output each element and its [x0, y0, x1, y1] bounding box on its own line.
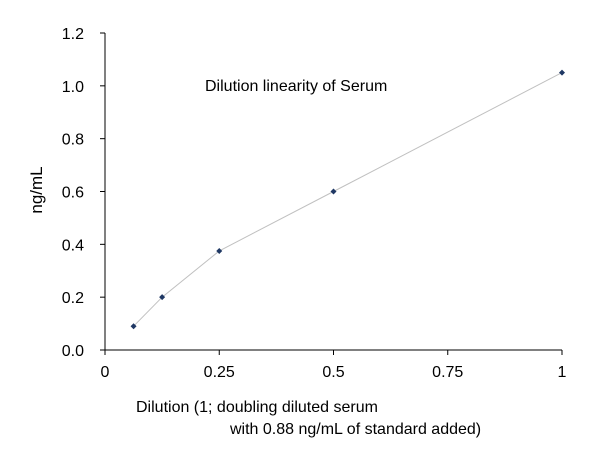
y-axis-label: ng/mL: [27, 166, 46, 213]
x-axis-label-line-2: with 0.88 ng/mL of standard added): [229, 421, 481, 438]
y-tick-label: 0.6: [62, 185, 84, 202]
x-tick-label: 0: [101, 364, 110, 381]
y-axis-ticks: 0.0 0.2 0.4 0.6 0.8 1.0 1.2: [62, 26, 105, 360]
y-tick-label: 0.4: [62, 237, 84, 254]
data-point-marker: [159, 294, 166, 301]
x-axis-ticks: 0 0.25 0.5 0.75 1: [101, 350, 567, 381]
x-tick-label: 0.75: [432, 364, 463, 381]
y-tick-label: 0.2: [62, 290, 84, 307]
chart-title: Dilution linearity of Serum: [205, 78, 387, 95]
data-point-marker: [330, 188, 337, 195]
series-line: [133, 72, 563, 327]
y-tick-label: 1.0: [62, 79, 84, 96]
data-point-marker: [130, 323, 137, 330]
data-point-marker: [216, 247, 223, 254]
x-tick-label: 0.5: [322, 364, 344, 381]
x-tick-label: 0.25: [204, 364, 235, 381]
x-tick-label: 1: [558, 364, 567, 381]
data-point-marker: [559, 69, 565, 76]
x-axis-label-line-1: Dilution (1; doubling diluted serum: [136, 399, 378, 416]
series-group: [130, 69, 565, 330]
y-tick-label: 0.0: [62, 343, 84, 360]
y-tick-label: 1.2: [62, 26, 84, 43]
y-tick-label: 0.8: [62, 132, 84, 149]
